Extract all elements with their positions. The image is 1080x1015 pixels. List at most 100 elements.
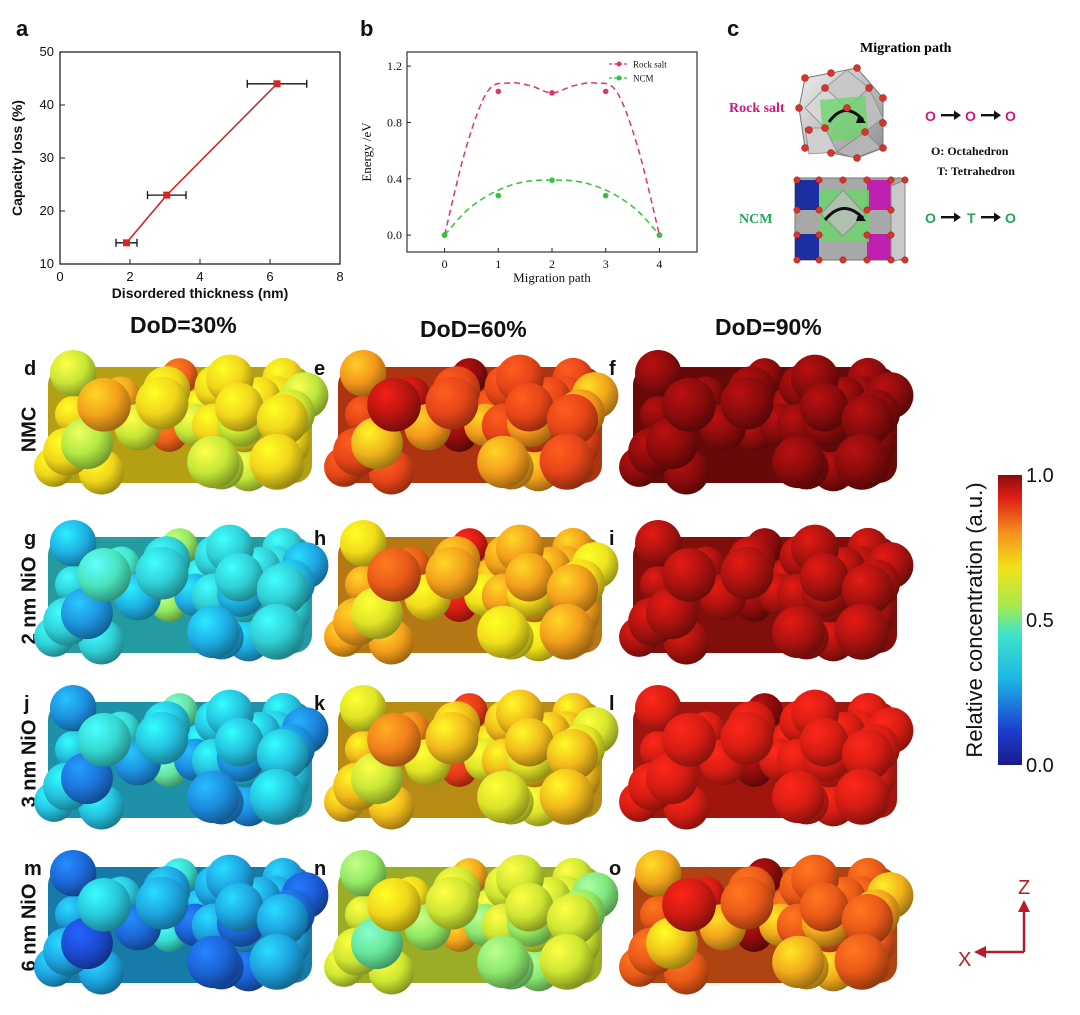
y-tick-label: 0.0 (387, 228, 402, 242)
particle (546, 564, 599, 616)
ncm-label: NCM (739, 212, 772, 227)
particle (214, 717, 264, 767)
colorbar-tick: 1.0 (1026, 465, 1054, 487)
particle (662, 712, 716, 767)
particle (135, 546, 189, 600)
ncm-path-1: O (925, 210, 936, 226)
particle (546, 894, 599, 946)
particle (772, 770, 825, 824)
particle (504, 382, 554, 432)
legend-marker (616, 75, 622, 81)
particle-panel-h (324, 519, 619, 665)
particle (49, 349, 97, 397)
capacity-loss-chart: 0 2 4 6 8 10 20 30 40 50 Disordered thickness (nm)… (9, 44, 344, 301)
panel-letter-i: i (609, 528, 615, 550)
panel-c-title: Migration path (860, 41, 952, 56)
particle (834, 433, 889, 488)
particle (249, 433, 304, 488)
particle (799, 382, 849, 432)
data-point (163, 191, 171, 199)
particle (425, 376, 479, 430)
x-axis-label: Migration path (513, 270, 591, 285)
particle (772, 935, 825, 989)
particle (504, 882, 554, 932)
particle (720, 876, 774, 930)
particle (77, 377, 131, 432)
particle (841, 894, 894, 946)
rock-salt-path-3: O (1005, 108, 1016, 124)
particle-panel-n (324, 849, 619, 995)
particle (339, 349, 387, 397)
arrow-icon (941, 110, 1001, 120)
particle-panel-i (619, 519, 914, 665)
ncm-path-2: T (967, 210, 976, 226)
x-tick-label: 4 (196, 269, 203, 284)
legend-tetrahedron: T: Tetrahedron (937, 164, 1015, 178)
z-axis-label: Z (1018, 877, 1030, 899)
legend-marker (616, 61, 622, 67)
particle (49, 684, 97, 732)
y-axis-label: Energy /eV (359, 122, 374, 182)
y-tick-label: 20 (40, 203, 54, 218)
particle (799, 552, 849, 602)
particle (546, 394, 599, 446)
particle (477, 435, 530, 489)
particle (249, 933, 304, 988)
particle (634, 849, 682, 897)
particle (720, 546, 774, 600)
particle (367, 712, 421, 767)
particle (546, 729, 599, 781)
particle (841, 729, 894, 781)
legend-label: Rock salt (633, 60, 667, 70)
series-curve (444, 179, 660, 236)
particle (187, 435, 240, 489)
particle (214, 382, 264, 432)
particle (662, 377, 716, 432)
particle (367, 877, 421, 932)
panel-letter-a: a (16, 16, 29, 41)
particle (425, 876, 479, 930)
colorbar-tick: 0.5 (1026, 610, 1054, 632)
colorbar-label: Relative concentration (a.u.) (962, 482, 987, 757)
particle (477, 770, 530, 824)
migration-path-schematic: Migration path Rock salt O O O O: Octahe… (729, 41, 1016, 264)
particle (367, 377, 421, 432)
particle (841, 394, 894, 446)
particle (49, 519, 97, 567)
panel-letter-f: f (609, 358, 616, 380)
migration-energy-chart: 0 1 2 3 4 0.0 0.4 0.8 1.2 Migration path Energy /e… (359, 51, 698, 285)
colorbar-tick: 0.0 (1026, 755, 1054, 777)
panel-letter-l: l (609, 693, 615, 715)
y-tick-label: 50 (40, 44, 54, 59)
particle (425, 711, 479, 765)
particle-panel-j (34, 684, 329, 830)
particle-grid: d e f g h i j k l m n o (23, 349, 914, 995)
particle (77, 712, 131, 767)
x-tick-label: 2 (126, 269, 133, 284)
panel-letter-g: g (24, 528, 36, 550)
data-point (441, 232, 448, 238)
x-tick-label: 0 (442, 257, 448, 271)
particle (214, 552, 264, 602)
colorbar: 1.0 0.5 0.0 Relative concentration (a.u.… (962, 465, 1054, 777)
y-tick-label: 1.2 (387, 59, 402, 73)
y-tick-label: 0.8 (387, 115, 402, 129)
data-point (549, 177, 555, 183)
particle (135, 711, 189, 765)
data-point (602, 192, 609, 199)
x-tick-label: 6 (266, 269, 273, 284)
particle (425, 546, 479, 600)
particle (49, 849, 97, 897)
particle (187, 605, 240, 659)
data-point (123, 239, 130, 247)
particle (662, 547, 716, 602)
data-point (656, 232, 663, 238)
particle (477, 935, 530, 989)
particle (256, 894, 309, 946)
particle-panel-d (34, 349, 329, 495)
particle (772, 435, 825, 489)
y-tick-label: 40 (40, 97, 54, 112)
particle (477, 605, 530, 659)
particle (634, 519, 682, 567)
particle (135, 376, 189, 430)
